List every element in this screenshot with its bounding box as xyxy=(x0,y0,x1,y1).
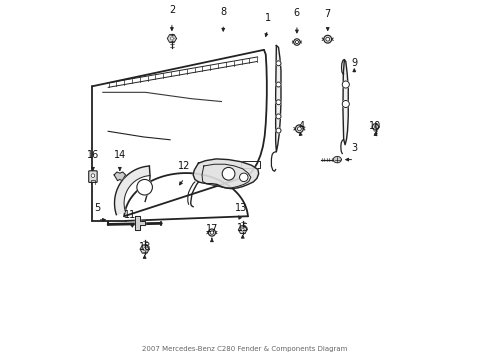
Text: 5: 5 xyxy=(94,203,101,213)
Text: 7: 7 xyxy=(324,9,330,19)
Circle shape xyxy=(323,35,331,43)
Circle shape xyxy=(222,167,234,180)
Text: 13: 13 xyxy=(234,203,246,213)
Text: 12: 12 xyxy=(178,161,190,171)
Circle shape xyxy=(275,100,281,105)
Circle shape xyxy=(293,39,300,45)
Polygon shape xyxy=(193,159,258,189)
Circle shape xyxy=(325,37,329,41)
Polygon shape xyxy=(275,46,281,152)
Circle shape xyxy=(374,126,376,128)
Text: 6: 6 xyxy=(293,8,299,18)
Circle shape xyxy=(275,61,281,66)
Text: 8: 8 xyxy=(220,7,226,17)
Polygon shape xyxy=(114,172,125,181)
Text: 11: 11 xyxy=(124,210,136,220)
Text: 9: 9 xyxy=(350,58,357,68)
Circle shape xyxy=(297,127,301,131)
Circle shape xyxy=(239,173,247,181)
Circle shape xyxy=(275,114,281,119)
Text: 1: 1 xyxy=(264,13,270,23)
Polygon shape xyxy=(333,157,341,163)
Circle shape xyxy=(137,179,152,195)
Polygon shape xyxy=(114,166,150,215)
Text: 2: 2 xyxy=(168,5,175,15)
Circle shape xyxy=(208,229,215,236)
Polygon shape xyxy=(134,216,145,230)
Polygon shape xyxy=(342,60,347,145)
Circle shape xyxy=(241,228,244,231)
Polygon shape xyxy=(167,35,176,42)
Circle shape xyxy=(170,37,173,40)
Circle shape xyxy=(275,82,281,87)
Polygon shape xyxy=(140,245,149,253)
Circle shape xyxy=(295,40,298,44)
Text: 14: 14 xyxy=(114,150,126,159)
Text: 16: 16 xyxy=(87,150,99,159)
Text: 2007 Mercedes-Benz C280 Fender & Components Diagram: 2007 Mercedes-Benz C280 Fender & Compone… xyxy=(142,346,346,352)
Circle shape xyxy=(342,81,348,88)
Text: 15: 15 xyxy=(236,223,248,233)
Circle shape xyxy=(210,231,213,234)
Circle shape xyxy=(91,174,95,177)
Circle shape xyxy=(143,248,146,251)
Circle shape xyxy=(295,125,303,133)
Circle shape xyxy=(342,100,348,108)
Text: 10: 10 xyxy=(368,121,381,131)
Polygon shape xyxy=(371,124,378,130)
FancyBboxPatch shape xyxy=(88,171,97,183)
Circle shape xyxy=(275,128,281,133)
Text: 17: 17 xyxy=(205,224,218,234)
Text: 3: 3 xyxy=(350,143,357,153)
Polygon shape xyxy=(238,226,246,234)
Text: 18: 18 xyxy=(138,242,150,252)
Text: 4: 4 xyxy=(298,121,304,131)
